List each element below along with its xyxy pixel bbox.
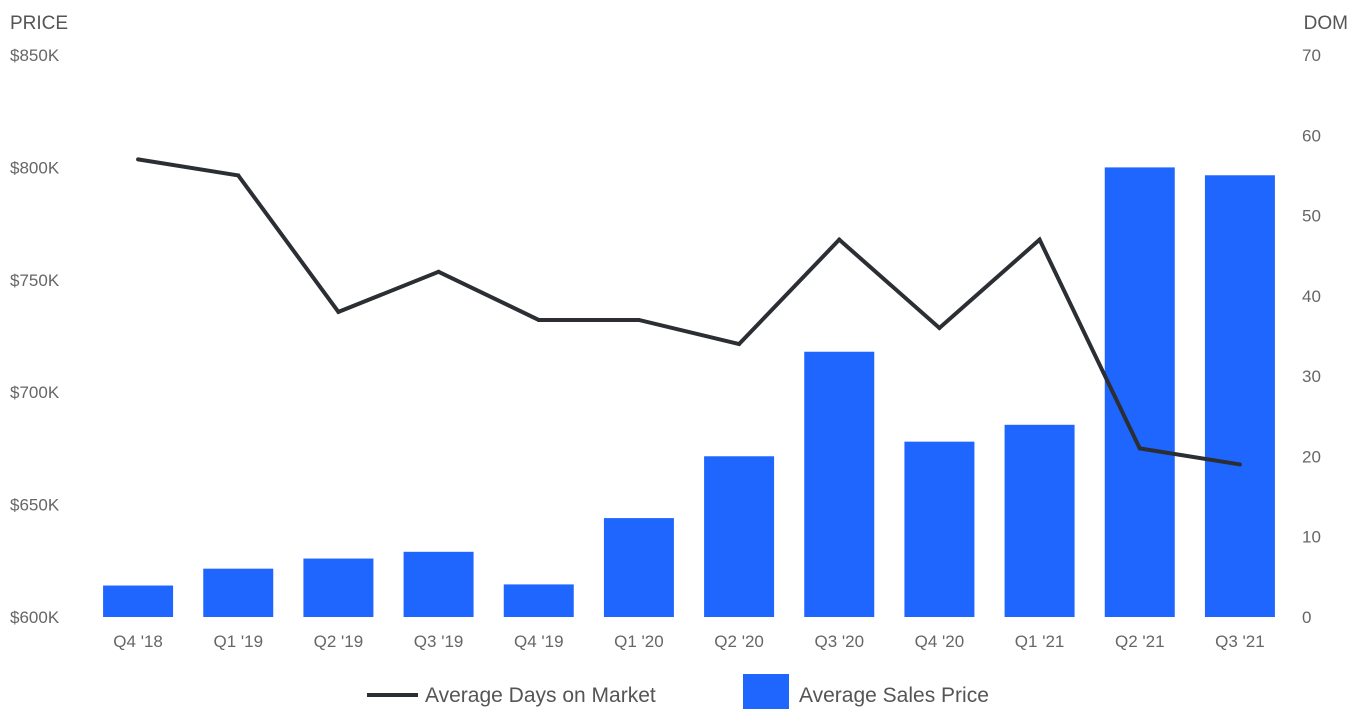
legend-item-price[interactable]: Average Sales Price [743,674,989,709]
price-bar[interactable] [1104,167,1175,617]
right-tick-label: 40 [1302,287,1321,306]
x-tick-label: Q1 '20 [614,632,664,651]
dom-point[interactable] [136,157,141,162]
right-axis: 0 10 20 30 40 50 60 70 [1302,46,1321,627]
right-tick-label: 50 [1302,207,1321,226]
x-tick-label: Q3 '20 [814,632,864,651]
legend[interactable]: Average Days on Market Average Sales Pri… [367,674,989,709]
price-bar[interactable] [503,584,574,617]
price-bar[interactable] [904,441,975,617]
left-tick-label: $600K [10,608,60,627]
dom-point[interactable] [1237,462,1242,467]
right-tick-label: 10 [1302,528,1321,547]
left-tick-label: $850K [10,46,60,65]
price-bar[interactable] [1004,424,1075,617]
price-bar[interactable] [603,518,674,617]
left-tick-label: $750K [10,271,60,290]
right-tick-label: 30 [1302,367,1321,386]
legend-box-symbol [743,674,789,709]
x-tick-label: Q1 '19 [213,632,263,651]
dom-point[interactable] [1037,237,1042,242]
legend-item-dom[interactable]: Average Days on Market [367,684,656,707]
dom-point[interactable] [737,342,742,347]
right-axis-title: DOM [1304,13,1348,34]
price-bar[interactable] [103,585,174,617]
line-series [136,157,1242,467]
legend-label-dom: Average Days on Market [425,684,656,707]
left-tick-label: $800K [10,158,60,177]
right-tick-label: 20 [1302,447,1321,466]
left-tick-label: $650K [10,496,60,515]
x-tick-label: Q4 '18 [113,632,163,651]
dom-point[interactable] [236,173,241,178]
price-bar[interactable] [704,456,775,617]
legend-label-price: Average Sales Price [799,684,989,707]
dom-point[interactable] [1137,446,1142,451]
price-bar[interactable] [303,558,374,617]
dom-point[interactable] [837,237,842,242]
x-tick-label: Q1 '21 [1015,632,1065,651]
x-tick-label: Q4 '19 [514,632,564,651]
x-tick-label: Q4 '20 [915,632,965,651]
dom-point[interactable] [636,317,641,322]
dom-line[interactable] [137,157,1241,467]
left-tick-label: $700K [10,383,60,402]
price-bar[interactable] [1204,175,1275,617]
right-tick-label: 0 [1302,608,1311,627]
dom-point[interactable] [436,269,441,274]
price-bar[interactable] [203,568,274,617]
x-tick-label: Q3 '21 [1215,632,1265,651]
price-bar[interactable] [804,351,875,617]
right-tick-label: 60 [1302,126,1321,145]
x-axis: Q4 '18 Q1 '19 Q2 '19 Q3 '19 Q4 '19 Q1 '20 Q2 '… [113,632,1264,651]
x-tick-label: Q2 '20 [714,632,764,651]
dom-point[interactable] [536,317,541,322]
left-axis: $600K $650K $700K $750K $800K $850K [10,46,60,627]
x-tick-label: Q3 '19 [414,632,464,651]
bar-series [103,167,1275,617]
x-tick-label: Q2 '21 [1115,632,1165,651]
price-bar[interactable] [403,551,474,617]
dom-point[interactable] [336,309,341,314]
right-tick-label: 70 [1302,46,1321,65]
dom-point[interactable] [937,325,942,330]
x-tick-label: Q2 '19 [314,632,364,651]
left-axis-title: PRICE [10,13,68,34]
